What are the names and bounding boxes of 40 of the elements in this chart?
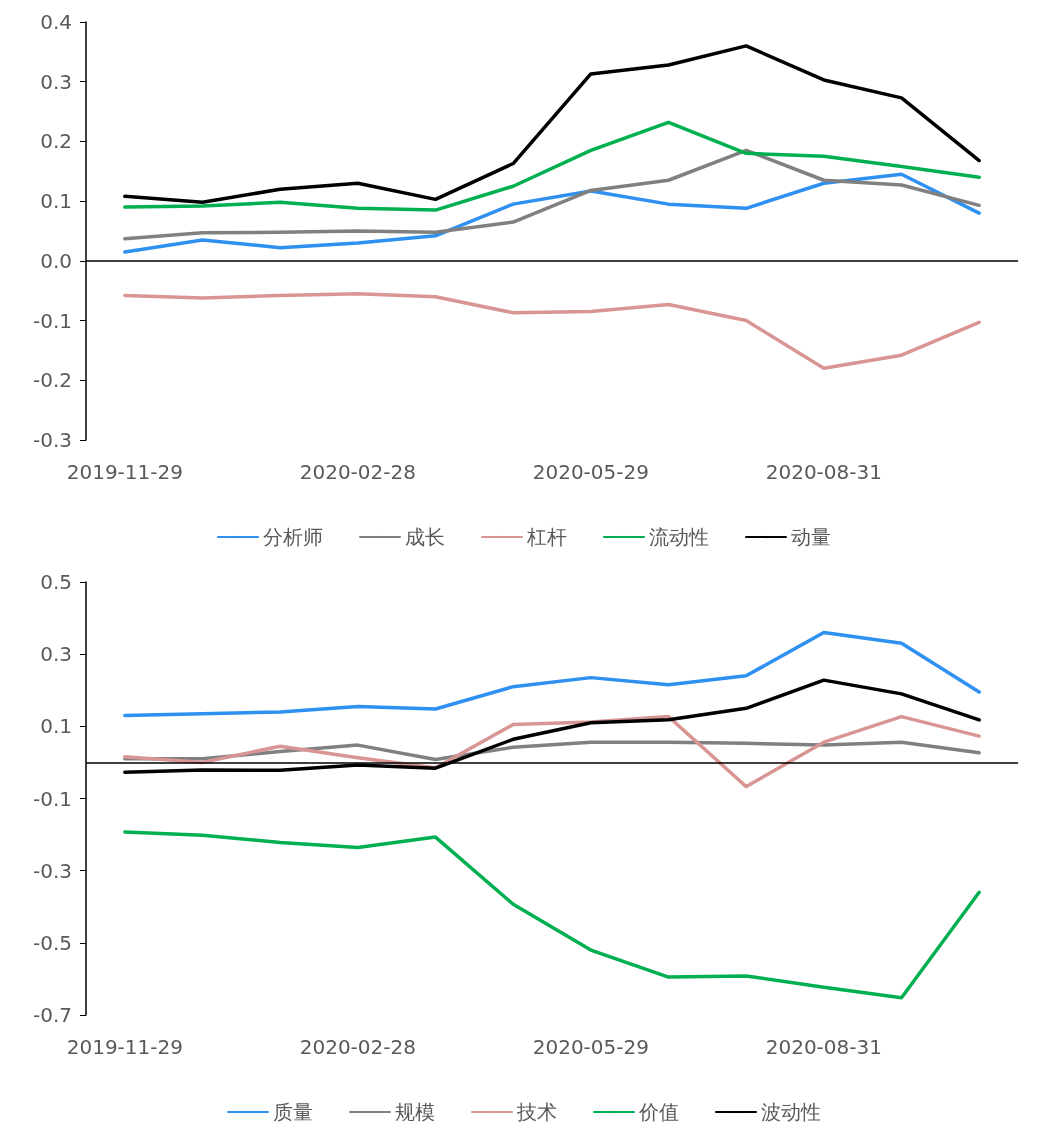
legend-label: 价值 xyxy=(638,1100,679,1124)
x-tick-label: 2020-08-31 xyxy=(765,460,882,484)
legend-label: 质量 xyxy=(273,1100,313,1124)
y-tick-label: 0.3 xyxy=(40,69,72,94)
legend-label: 动量 xyxy=(791,525,831,549)
line-series xyxy=(123,630,981,718)
legend-label: 技术 xyxy=(516,1100,557,1124)
x-tick-label: 2020-02-28 xyxy=(299,1035,416,1059)
line-series xyxy=(123,148,981,241)
line-series xyxy=(123,120,981,212)
y-tick-label: 0.1 xyxy=(40,189,72,214)
y-tick-label: -0.7 xyxy=(32,1003,72,1027)
y-tick-label: -0.1 xyxy=(32,308,72,333)
x-tick-label: 2020-05-29 xyxy=(532,460,649,484)
line-series xyxy=(123,44,981,205)
x-tick-label: 2020-08-31 xyxy=(765,1035,882,1059)
y-tick-label: 0.1 xyxy=(40,714,72,739)
line-series xyxy=(123,172,981,254)
y-tick-label: -0.2 xyxy=(32,368,72,393)
legend-label: 波动性 xyxy=(761,1100,821,1124)
x-tick-label: 2020-05-29 xyxy=(532,1035,649,1059)
y-tick-label: 0.4 xyxy=(40,10,72,34)
legend-label: 成长 xyxy=(405,525,445,549)
y-tick-label: -0.3 xyxy=(32,428,72,452)
y-tick-label: -0.1 xyxy=(32,786,72,811)
x-tick-label: 2019-11-29 xyxy=(66,1035,183,1059)
y-tick-label: 0.3 xyxy=(40,642,72,667)
y-tick-label: -0.3 xyxy=(32,858,72,883)
x-tick-label: 2020-02-28 xyxy=(299,460,416,484)
y-tick-label: 0.2 xyxy=(40,129,72,154)
y-tick-label: 0.5 xyxy=(40,570,72,594)
legend-label: 规模 xyxy=(395,1100,435,1124)
line-series xyxy=(123,830,981,1000)
y-tick-label: 0.0 xyxy=(40,248,72,273)
x-tick-label: 2019-11-29 xyxy=(66,460,183,484)
legend-label: 杠杆 xyxy=(526,525,567,549)
line-series xyxy=(123,291,981,371)
legend-label: 流动性 xyxy=(649,525,709,549)
y-tick-label: -0.5 xyxy=(32,930,72,955)
legend-label: 分析师 xyxy=(263,525,323,549)
